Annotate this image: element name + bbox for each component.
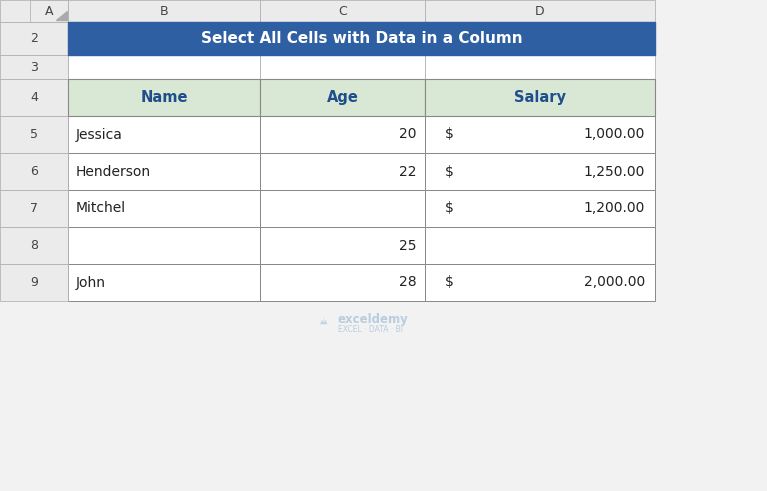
Text: ▲: ▲ <box>320 315 328 325</box>
Text: EXCEL · DATA · BI: EXCEL · DATA · BI <box>337 325 403 333</box>
Bar <box>260 153 425 190</box>
Bar <box>425 0 655 22</box>
Polygon shape <box>56 11 67 20</box>
Text: Salary: Salary <box>514 90 566 105</box>
Bar <box>68 153 260 190</box>
Bar <box>0 264 68 301</box>
Text: Mitchel: Mitchel <box>76 201 126 216</box>
Bar <box>425 79 655 116</box>
Bar <box>68 190 260 227</box>
Bar <box>260 79 425 116</box>
Bar <box>0 79 68 116</box>
Text: 1,250.00: 1,250.00 <box>584 164 645 179</box>
Bar <box>0 55 68 79</box>
Bar <box>260 227 425 264</box>
Text: B: B <box>160 4 168 18</box>
Text: Select All Cells with Data in a Column: Select All Cells with Data in a Column <box>201 31 522 46</box>
Bar <box>260 0 425 22</box>
Bar <box>260 190 425 227</box>
Text: 7: 7 <box>30 202 38 215</box>
Text: Age: Age <box>327 90 358 105</box>
Text: 4: 4 <box>30 91 38 104</box>
Text: 20: 20 <box>400 128 417 141</box>
Text: 25: 25 <box>400 239 417 252</box>
Text: C: C <box>338 4 347 18</box>
Bar <box>30 0 68 22</box>
Bar <box>260 116 425 153</box>
Text: 2,000.00: 2,000.00 <box>584 275 645 290</box>
Bar <box>425 116 655 153</box>
Bar <box>425 153 655 190</box>
Bar <box>0 190 68 227</box>
Text: D: D <box>535 4 545 18</box>
Bar <box>0 0 68 22</box>
Text: 1,000.00: 1,000.00 <box>584 128 645 141</box>
Text: exceldemy: exceldemy <box>337 312 408 326</box>
Bar <box>68 55 260 79</box>
Bar <box>68 79 260 116</box>
Text: 2: 2 <box>30 32 38 45</box>
Bar <box>260 55 425 79</box>
Bar <box>68 0 260 22</box>
Text: A: A <box>44 4 53 18</box>
Text: 9: 9 <box>30 276 38 289</box>
Text: 6: 6 <box>30 165 38 178</box>
Bar <box>68 22 655 55</box>
Bar <box>425 190 655 227</box>
Text: 3: 3 <box>30 60 38 74</box>
Text: John: John <box>76 275 106 290</box>
Bar <box>68 227 260 264</box>
Text: $: $ <box>445 275 454 290</box>
Text: 28: 28 <box>400 275 417 290</box>
Text: 1,200.00: 1,200.00 <box>584 201 645 216</box>
Bar <box>68 116 260 153</box>
Bar <box>68 264 260 301</box>
Bar <box>0 153 68 190</box>
Bar <box>425 227 655 264</box>
Bar <box>425 55 655 79</box>
Text: 8: 8 <box>30 239 38 252</box>
Bar <box>260 264 425 301</box>
Bar <box>0 227 68 264</box>
Bar <box>0 116 68 153</box>
Text: Henderson: Henderson <box>76 164 151 179</box>
Bar <box>0 22 68 55</box>
Text: $: $ <box>445 128 454 141</box>
Text: Name: Name <box>140 90 188 105</box>
Text: $: $ <box>445 201 454 216</box>
Text: $: $ <box>445 164 454 179</box>
Text: ▼: ▼ <box>321 317 326 323</box>
Text: Jessica: Jessica <box>76 128 123 141</box>
Text: 22: 22 <box>400 164 417 179</box>
Text: 5: 5 <box>30 128 38 141</box>
Bar <box>425 264 655 301</box>
